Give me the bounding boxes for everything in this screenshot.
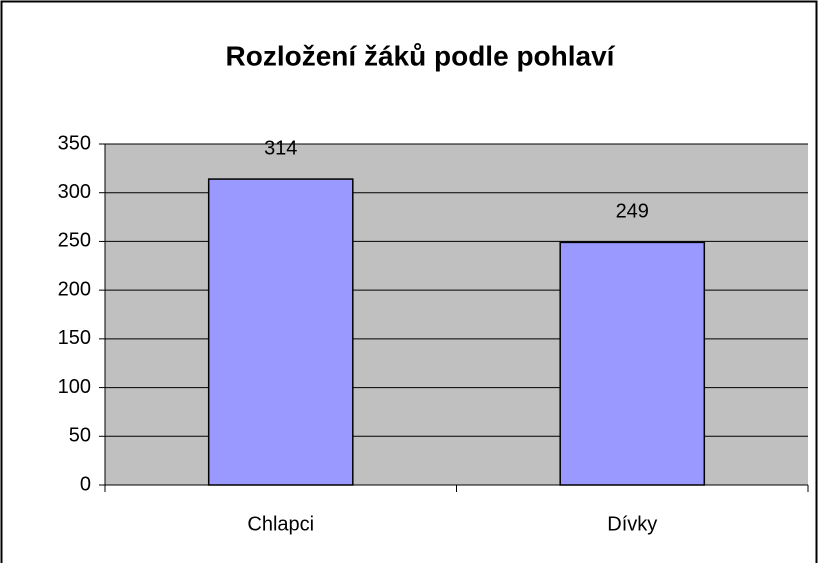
y-tick-label: 0 — [80, 473, 91, 495]
y-tick-label: 250 — [58, 230, 91, 252]
y-tick-label: 150 — [58, 327, 91, 349]
chart-title: Rozložení žáků podle pohlaví — [226, 40, 616, 71]
y-tick-label: 350 — [58, 132, 91, 154]
data-label: 249 — [616, 201, 649, 223]
y-tick-label: 300 — [58, 181, 91, 203]
x-tick-label: Chlapci — [247, 513, 314, 535]
bar — [207, 178, 354, 486]
data-label: 314 — [264, 137, 297, 159]
bar — [559, 241, 706, 486]
y-tick-label: 100 — [58, 376, 91, 398]
y-tick-label: 200 — [58, 278, 91, 300]
x-tick-label: Dívky — [607, 513, 657, 535]
y-tick-label: 50 — [69, 425, 91, 447]
